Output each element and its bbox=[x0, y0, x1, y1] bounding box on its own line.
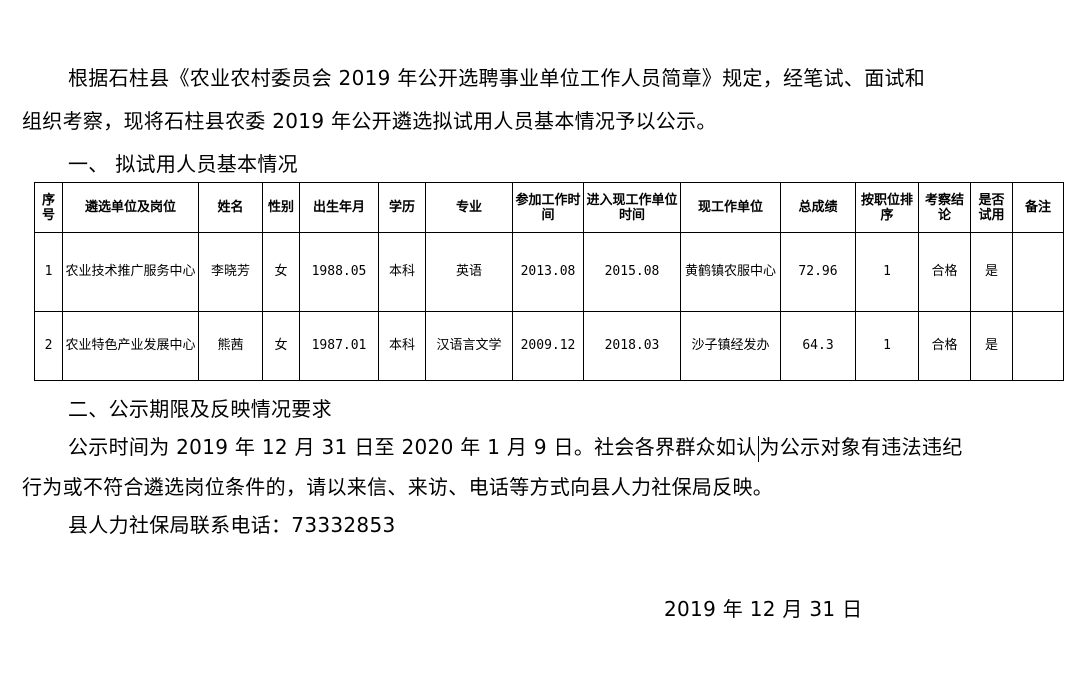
cell-birth: 1987.01 bbox=[299, 311, 379, 381]
candidates-table: 序号 遴选单位及岗位 姓名 性别 出生年月 学历 专业 参加工作时间 进入现工作… bbox=[34, 182, 1064, 381]
cell-score: 64.3 bbox=[780, 311, 856, 381]
notice-date: 2019 年 12 月 31 日 bbox=[664, 597, 863, 621]
cell-index: 1 bbox=[34, 232, 63, 312]
paragraph-line: 根据石柱县《农业农村委员会 2019 年公开选聘事业单位工作人员简章》规定，经笔… bbox=[68, 66, 926, 90]
cell-current-start: 2015.08 bbox=[583, 232, 681, 312]
header-cell: 总成绩 bbox=[780, 182, 856, 233]
paragraph-line: 组织考察，现将石柱县农委 2019 年公开遴选拟试用人员基本情况予以公示。 bbox=[22, 109, 717, 133]
table-row: 2 农业特色产业发展中心 熊茜 女 1987.01 本科 汉语言文学 2009.… bbox=[34, 311, 1064, 381]
header-cell: 考察结论 bbox=[918, 182, 971, 233]
cell-current-unit: 黄鹤镇农服中心 bbox=[680, 232, 781, 312]
header-cell: 姓名 bbox=[198, 182, 263, 233]
header-cell: 学历 bbox=[378, 182, 426, 233]
paragraph-line: 行为或不符合遴选岗位条件的，请以来信、来访、电话等方式向县人力社保局反映。 bbox=[22, 475, 774, 499]
cell-gender: 女 bbox=[262, 311, 300, 381]
cell-name: 李晓芳 bbox=[198, 232, 263, 312]
cell-remarks bbox=[1012, 232, 1064, 312]
cell-conclusion: 合格 bbox=[918, 232, 971, 312]
paragraph-line: 公示时间为 2019 年 12 月 31 日至 2020 年 1 月 9 日。社… bbox=[68, 431, 963, 462]
cell-major: 英语 bbox=[425, 232, 513, 312]
cell-current-start: 2018.03 bbox=[583, 311, 681, 381]
cell-probation: 是 bbox=[970, 311, 1013, 381]
cell-birth: 1988.05 bbox=[299, 232, 379, 312]
header-cell: 按职位排序 bbox=[855, 182, 919, 233]
table-header-row: 序号 遴选单位及岗位 姓名 性别 出生年月 学历 专业 参加工作时间 进入现工作… bbox=[34, 182, 1064, 233]
contact-phone: 县人力社保局联系电话：73332853 bbox=[68, 513, 396, 537]
text-segment: 为公示对象有违法违纪 bbox=[759, 435, 963, 459]
header-cell: 出生年月 bbox=[299, 182, 379, 233]
cell-unit: 农业技术推广服务中心 bbox=[62, 232, 199, 312]
cell-remarks bbox=[1012, 311, 1064, 381]
section-heading: 二、公示期限及反映情况要求 bbox=[68, 397, 332, 421]
cell-work-start: 2009.12 bbox=[512, 311, 584, 381]
text-segment: 公示时间为 2019 年 12 月 31 日至 2020 年 1 月 9 日。社… bbox=[68, 435, 757, 459]
header-cell: 是否试用 bbox=[970, 182, 1013, 233]
cell-major: 汉语言文学 bbox=[425, 311, 513, 381]
header-cell: 现工作单位 bbox=[680, 182, 781, 233]
cell-probation: 是 bbox=[970, 232, 1013, 312]
cell-education: 本科 bbox=[378, 232, 426, 312]
header-cell: 序号 bbox=[34, 182, 63, 233]
header-cell: 参加工作时间 bbox=[512, 182, 584, 233]
text-cursor bbox=[757, 435, 759, 462]
header-cell: 专业 bbox=[425, 182, 513, 233]
cell-conclusion: 合格 bbox=[918, 311, 971, 381]
cell-index: 2 bbox=[34, 311, 63, 381]
header-cell: 遴选单位及岗位 bbox=[62, 182, 199, 233]
cell-score: 72.96 bbox=[780, 232, 856, 312]
header-cell: 性别 bbox=[262, 182, 300, 233]
cell-education: 本科 bbox=[378, 311, 426, 381]
section-heading: 一、 拟试用人员基本情况 bbox=[68, 152, 298, 176]
table-row: 1 农业技术推广服务中心 李晓芳 女 1988.05 本科 英语 2013.08… bbox=[34, 232, 1064, 312]
cell-current-unit: 沙子镇经发办 bbox=[680, 311, 781, 381]
cell-rank: 1 bbox=[855, 232, 919, 312]
header-cell: 进入现工作单位时间 bbox=[583, 182, 681, 233]
header-cell: 备注 bbox=[1012, 182, 1064, 233]
cell-work-start: 2013.08 bbox=[512, 232, 584, 312]
cell-rank: 1 bbox=[855, 311, 919, 381]
cell-name: 熊茜 bbox=[198, 311, 263, 381]
cell-gender: 女 bbox=[262, 232, 300, 312]
cell-unit: 农业特色产业发展中心 bbox=[62, 311, 199, 381]
